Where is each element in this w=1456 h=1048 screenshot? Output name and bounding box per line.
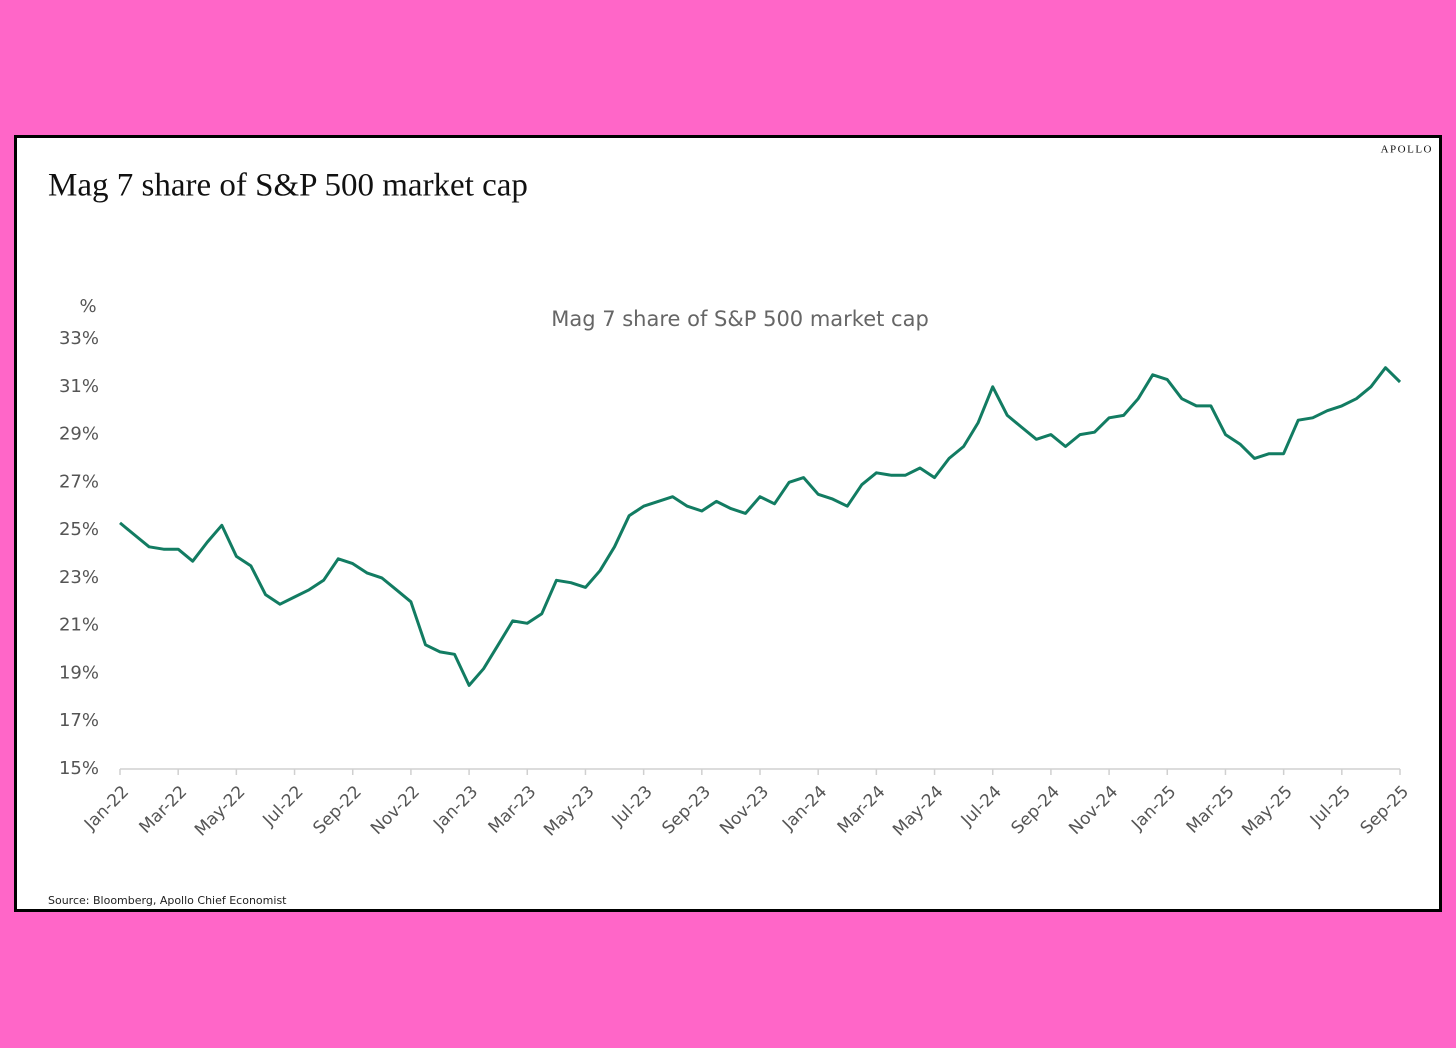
y-tick-label: 27% [59, 471, 99, 492]
brand: APOLLO [1381, 144, 1433, 156]
y-tick-label: 31% [59, 376, 99, 397]
chart-title: Mag 7 share of S&P 500 market cap [48, 168, 528, 204]
y-tick-label: 21% [59, 615, 99, 636]
card [14, 135, 1442, 912]
y-tick-label: 29% [59, 424, 99, 445]
data-line [119, 366, 1402, 687]
y-tick-label: 15% [59, 758, 99, 779]
y-tick-label: 25% [59, 519, 99, 540]
chart-subtitle: Mag 7 share of S&P 500 market cap [551, 307, 929, 331]
y-axis-label: % [79, 296, 96, 317]
y-tick-label: 17% [59, 710, 99, 731]
y-tick-label: 19% [59, 662, 99, 683]
y-tick-label: 23% [59, 567, 99, 588]
source: Source: Bloomberg, Apollo Chief Economis… [48, 894, 287, 907]
y-tick-label: 33% [59, 328, 99, 349]
